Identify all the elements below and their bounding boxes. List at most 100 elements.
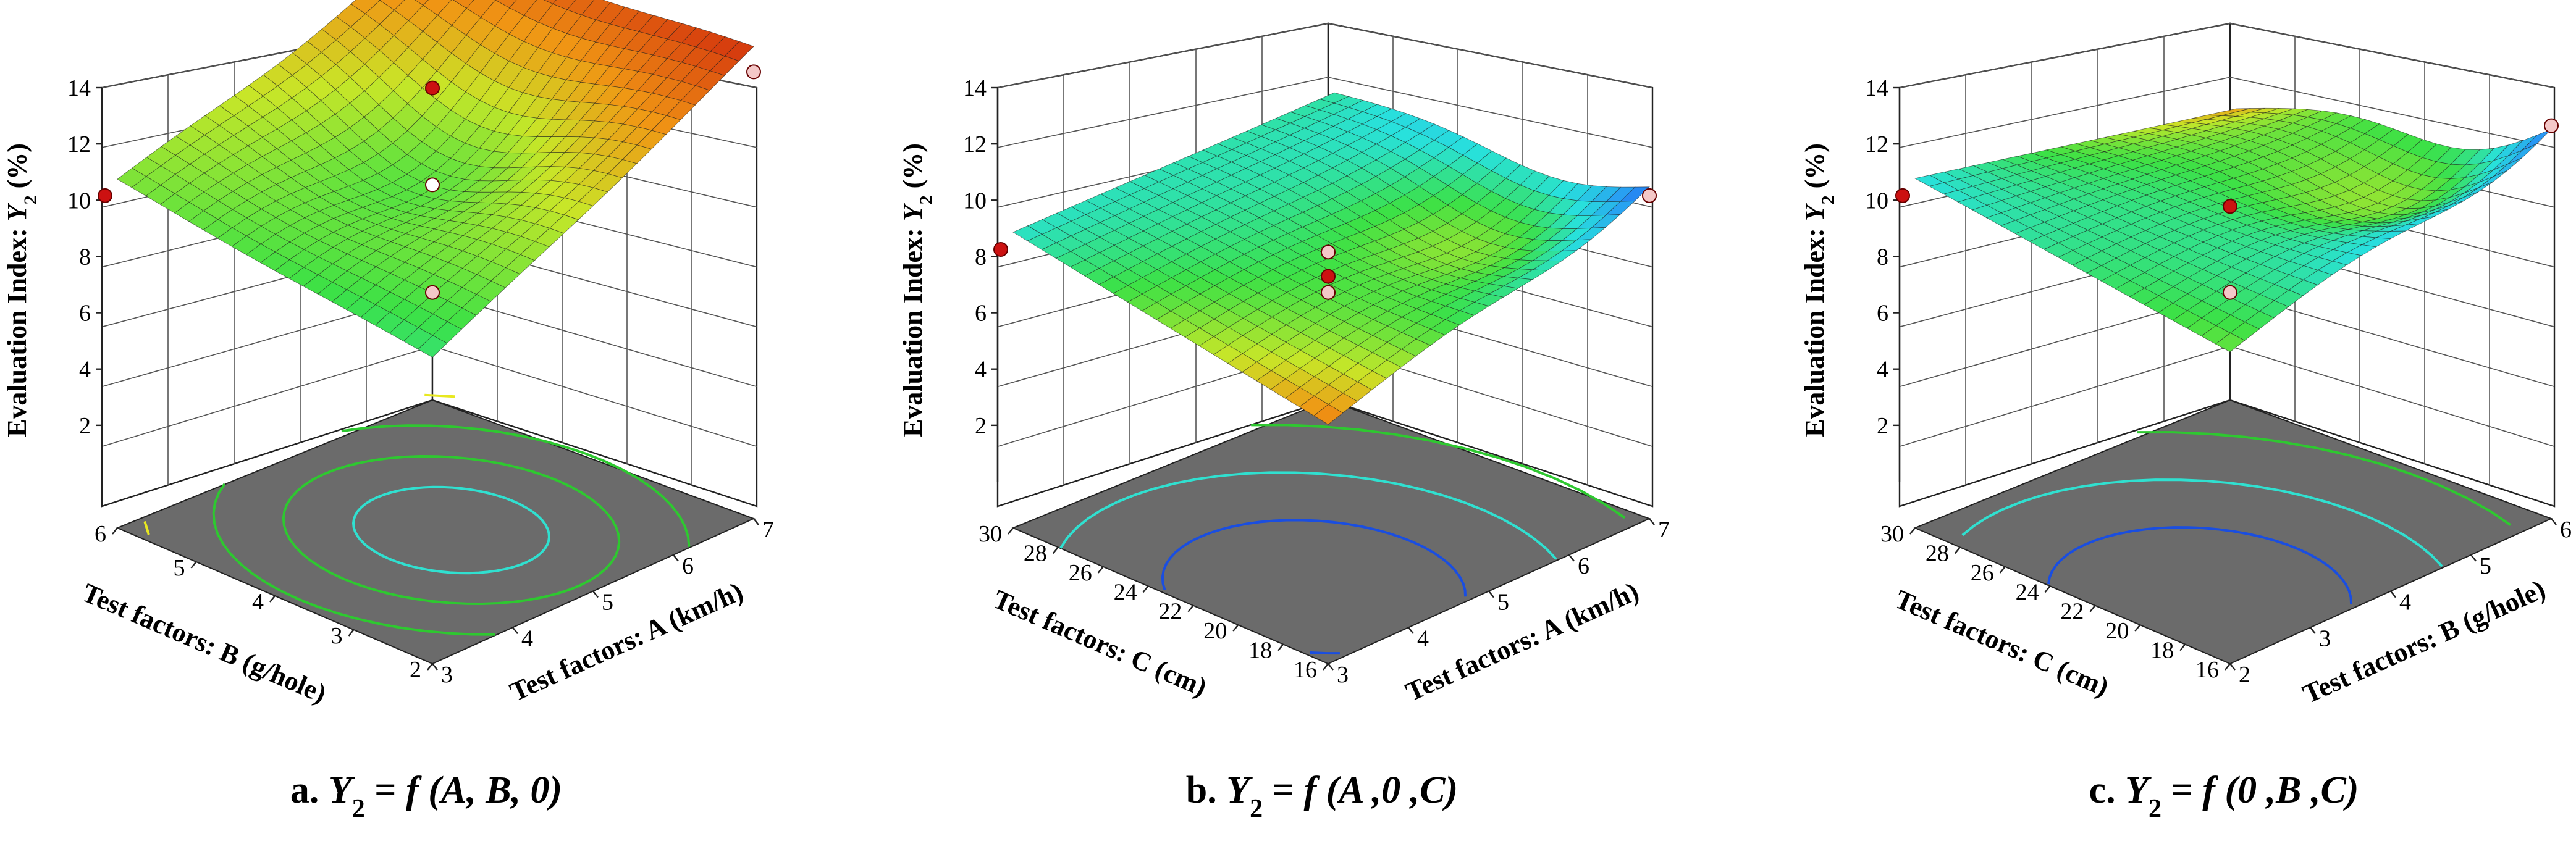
right-axis-tick-mark [1649, 518, 1655, 525]
left-axis-tick-label: 6 [95, 521, 106, 547]
caption-args: (A ,0 ,C) [1316, 769, 1458, 811]
right-axis-tick-label: 5 [602, 590, 613, 616]
left-axis-tick-label: 26 [1971, 560, 1994, 586]
z-tick-label: 8 [79, 244, 91, 270]
left-axis-tick-mark [2225, 663, 2231, 671]
design-point [425, 80, 440, 96]
z-axis-title-var: Y [898, 202, 928, 221]
left-axis-tick-label: 28 [1024, 540, 1047, 566]
wall-grid-line [101, 346, 433, 447]
left-axis-tick-mark [1323, 663, 1329, 671]
left-axis-tick-label: 5 [174, 555, 185, 581]
left-axis-tick-label: 22 [1158, 599, 1182, 625]
caption-args: (0 ,B ,C) [2215, 769, 2359, 811]
z-axis-title: Evaluation Index: Y2 (%) [2, 143, 41, 437]
caption-args: (A, B, 0) [419, 769, 563, 811]
left-axis-tick-label: 24 [2016, 579, 2039, 605]
contour-line [143, 520, 150, 535]
z-tick-label: 4 [79, 357, 91, 383]
right-axis-tick-mark [673, 554, 679, 562]
left-axis-tick-mark [1232, 624, 1239, 632]
left-axis-tick-label: 22 [2060, 599, 2084, 625]
right-axis-tick-label: 5 [1497, 590, 1509, 616]
left-axis-tick-mark [2044, 585, 2051, 593]
left-axis-tick-mark [1052, 546, 1059, 554]
right-axis-tick-mark [432, 663, 438, 671]
left-axis-tick-mark [348, 629, 355, 637]
contour-line [1198, 519, 1467, 597]
right-axis-tick-mark [592, 590, 599, 598]
right-axis-tick-mark [2551, 518, 2557, 525]
caption-var: Y [329, 769, 355, 811]
z-axis-title-sub: 2 [916, 195, 937, 204]
left-axis-tick-label: 24 [1114, 579, 1137, 605]
wall-grid-line [432, 346, 757, 447]
left-axis-tick-mark [1008, 527, 1014, 535]
contour-line [352, 485, 550, 575]
z-tick-label: 12 [67, 132, 91, 157]
design-point [2223, 199, 2237, 214]
left-axis-tick-label: 4 [252, 589, 264, 615]
wall-grid-line [1899, 23, 2231, 88]
response-surface [1012, 92, 1651, 425]
z-tick-label: 2 [79, 413, 91, 439]
left-axis-tick-label: 28 [1926, 540, 1949, 566]
right-axis-tick-mark [1328, 663, 1334, 671]
right-axis-tick-mark [2310, 627, 2316, 634]
design-point [2223, 285, 2237, 300]
caption-eq: = [365, 769, 406, 811]
z-tick-label: 10 [1865, 188, 1888, 214]
right-axis-tick-mark [2229, 663, 2236, 671]
z-axis-title-text: Evaluation Index: [898, 221, 928, 437]
design-point [98, 188, 112, 203]
contour-line [2047, 543, 2086, 585]
left-axis-tick-mark [269, 595, 276, 603]
design-point [1321, 244, 1336, 260]
left-axis-tick-label: 3 [331, 623, 343, 649]
left-axis-tick-mark [190, 561, 197, 569]
design-point [1321, 269, 1336, 284]
contour-line [2003, 478, 2443, 567]
wall-grid-line [1328, 23, 1653, 88]
caption-eq: = [1263, 769, 1303, 811]
z-tick-label: 2 [1877, 413, 1888, 439]
design-point [993, 242, 1008, 257]
left-axis-tick-label: 18 [2150, 638, 2174, 664]
contour-line [2137, 431, 2512, 526]
z-tick-label: 8 [975, 244, 987, 270]
contour-line [424, 393, 455, 398]
surface-facet [418, 335, 448, 358]
left-axis-tick-label: 20 [1203, 618, 1227, 644]
caption-var: Y [2125, 769, 2152, 811]
z-axis-title-var: Y [2, 202, 32, 221]
left-axis-tick-mark [1954, 546, 1961, 554]
surface-facet [1313, 404, 1344, 425]
design-point [746, 64, 761, 80]
design-point [1321, 285, 1336, 300]
caption-eq: = [2161, 769, 2202, 811]
wall-grid-line [2229, 346, 2555, 447]
z-tick-label: 6 [79, 301, 91, 327]
caption-prefix: c. [2089, 769, 2126, 811]
design-point [2544, 118, 2559, 133]
left-axis-tick-mark [1187, 604, 1194, 612]
wall-grid-line [432, 291, 757, 388]
z-tick-label: 14 [963, 75, 987, 101]
left-axis-tick-mark [1097, 566, 1104, 574]
right-axis-tick-label: 5 [2480, 553, 2491, 579]
wall-grid-line [997, 77, 1329, 148]
left-axis-tick-label: 2 [410, 657, 421, 683]
left-axis-tick-label: 16 [2195, 657, 2219, 683]
design-point [1895, 188, 1910, 203]
left-axis-tick-label: 30 [1880, 521, 1904, 547]
surface-facet [543, 0, 557, 4]
z-tick-label: 14 [67, 75, 91, 101]
right-axis-tick-label: 6 [1578, 553, 1589, 579]
design-point [425, 177, 440, 193]
right-axis-tick-label: 4 [521, 625, 533, 651]
left-axis-tick-label: 30 [979, 521, 1002, 547]
z-axis-title: Evaluation Index: Y2 (%) [898, 143, 937, 437]
z-tick-label: 6 [1877, 301, 1888, 327]
